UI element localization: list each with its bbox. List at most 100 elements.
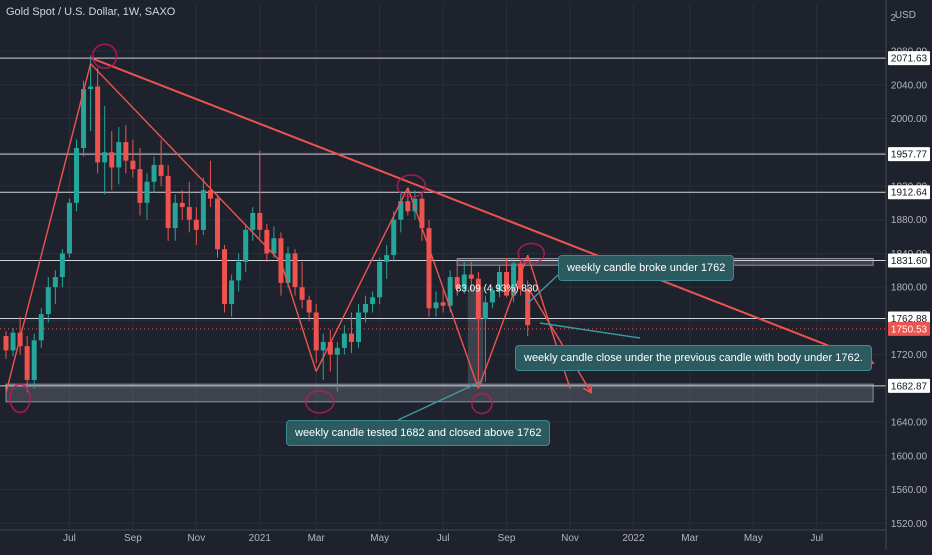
candle-body[interactable] xyxy=(341,333,347,348)
candle-body[interactable] xyxy=(186,207,192,220)
level-label-box xyxy=(888,51,930,66)
candle-body[interactable] xyxy=(236,261,242,281)
candle-body[interactable] xyxy=(334,347,340,355)
x-tick-label: Sep xyxy=(124,533,142,544)
highlight-circle xyxy=(91,43,118,69)
candle-body[interactable] xyxy=(179,202,185,208)
x-tick-label: 2022 xyxy=(622,533,645,544)
candle-body[interactable] xyxy=(10,332,16,351)
candle-body[interactable] xyxy=(475,278,481,320)
candle-body[interactable] xyxy=(88,86,94,90)
candle-body[interactable] xyxy=(285,253,291,283)
candle-body[interactable] xyxy=(426,228,432,309)
candle-body[interactable] xyxy=(130,160,136,170)
candle-body[interactable] xyxy=(299,287,305,300)
candle-body[interactable] xyxy=(52,277,58,288)
candle-body[interactable] xyxy=(137,169,143,203)
level-label: 2071.63 xyxy=(891,54,928,65)
callout-pointer xyxy=(527,274,559,304)
candle-body[interactable] xyxy=(306,299,312,313)
candle-body[interactable] xyxy=(482,302,488,320)
candle-body[interactable] xyxy=(440,302,446,306)
level-label-box xyxy=(888,378,930,393)
candle-body[interactable] xyxy=(278,238,284,283)
candle-body[interactable] xyxy=(447,277,453,306)
candle-body[interactable] xyxy=(151,164,157,182)
candle-body[interactable] xyxy=(144,181,150,203)
candle-body[interactable] xyxy=(257,212,263,230)
swing-line[interactable] xyxy=(280,261,317,372)
swing-line[interactable] xyxy=(315,187,409,372)
candle-body[interactable] xyxy=(271,238,277,254)
candle-body[interactable] xyxy=(391,219,397,256)
candle-body[interactable] xyxy=(24,346,30,380)
candle-body[interactable] xyxy=(81,89,87,149)
candle-body[interactable] xyxy=(66,202,72,254)
price-scale-zoom[interactable]: 2 xyxy=(890,13,896,24)
candle-body[interactable] xyxy=(243,229,249,262)
candle-body[interactable] xyxy=(454,277,460,289)
candle-body[interactable] xyxy=(45,287,51,315)
candle-body[interactable] xyxy=(461,274,467,289)
candle-body[interactable] xyxy=(489,291,495,303)
candle-body[interactable] xyxy=(193,219,199,230)
candle-body[interactable] xyxy=(264,229,270,254)
candle-body[interactable] xyxy=(377,261,383,298)
x-tick-label: 2021 xyxy=(249,533,272,544)
candle-body[interactable] xyxy=(398,201,404,220)
x-tick-label: Sep xyxy=(498,533,516,544)
candle-body[interactable] xyxy=(158,164,164,176)
candle-body[interactable] xyxy=(419,198,425,229)
candle-body[interactable] xyxy=(504,271,510,296)
candle-body[interactable] xyxy=(525,288,531,326)
candle-body[interactable] xyxy=(497,271,502,292)
candle-body[interactable] xyxy=(370,297,376,305)
candle-body[interactable] xyxy=(405,201,411,212)
candle-body[interactable] xyxy=(412,198,418,212)
candle-body[interactable] xyxy=(222,249,228,305)
candle-body[interactable] xyxy=(215,198,220,250)
candle-body[interactable] xyxy=(250,212,256,230)
candle-body[interactable] xyxy=(172,202,178,229)
candle-body[interactable] xyxy=(313,312,319,351)
candle-body[interactable] xyxy=(165,175,171,229)
candle-body[interactable] xyxy=(123,142,129,161)
swing-line[interactable] xyxy=(5,63,92,393)
swing-line[interactable] xyxy=(407,187,480,389)
candle-body[interactable] xyxy=(320,341,326,351)
candle-body[interactable] xyxy=(327,341,333,355)
candle-body[interactable] xyxy=(511,263,517,296)
support-zone xyxy=(5,383,874,403)
candle-body[interactable] xyxy=(38,314,44,341)
candle-body[interactable] xyxy=(229,280,235,305)
candle-body[interactable] xyxy=(356,312,361,342)
candle-body[interactable] xyxy=(200,190,206,230)
candle-body[interactable] xyxy=(31,340,37,380)
candle-body[interactable] xyxy=(363,304,369,313)
swing-line[interactable] xyxy=(477,254,529,389)
candle-body[interactable] xyxy=(116,142,122,168)
candle-body[interactable] xyxy=(292,253,298,288)
y-tick-label: 2040.00 xyxy=(891,80,928,91)
level-label: 1762.88 xyxy=(891,314,928,325)
candle-body[interactable] xyxy=(348,333,354,342)
candle-body[interactable] xyxy=(102,152,108,163)
candle-body[interactable] xyxy=(95,86,101,163)
candle-body[interactable] xyxy=(518,263,524,289)
candle-body[interactable] xyxy=(74,148,79,203)
candle-body[interactable] xyxy=(468,274,474,279)
downtrend-line[interactable] xyxy=(90,56,874,364)
candle-body[interactable] xyxy=(3,336,9,351)
level-label: 1912.64 xyxy=(891,188,928,199)
candle-body[interactable] xyxy=(59,253,65,278)
candle-body[interactable] xyxy=(109,152,115,168)
candle-body[interactable] xyxy=(384,255,390,262)
candle-body[interactable] xyxy=(207,190,213,199)
callout-pointer xyxy=(539,322,641,339)
level-label: 1957.77 xyxy=(891,150,928,161)
chart-title: Gold Spot / U.S. Dollar, 1W, SAXO xyxy=(6,6,176,18)
candle-body[interactable] xyxy=(433,302,439,309)
swing-line[interactable] xyxy=(90,63,282,263)
